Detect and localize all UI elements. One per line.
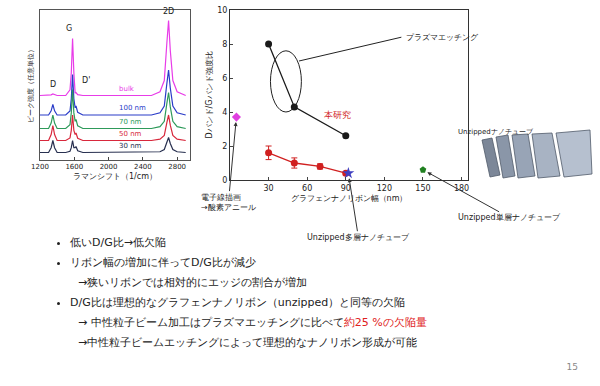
svg-text:bulk: bulk: [119, 85, 135, 93]
svg-text:30 nm: 30 nm: [119, 142, 142, 150]
svg-text:G: G: [66, 24, 72, 33]
svg-text:1600: 1600: [65, 163, 83, 171]
html-text:→ 中性粒子ビーム加工はプラズマエッチングに比べて約25 %: → 中性粒子ビーム加工はプラズマエッチングに比べて約25 %の欠陥量: [78, 316, 427, 329]
svg-text:Dバンド/Gバンド強度比: Dバンド/Gバンド強度比: [205, 51, 214, 138]
svg-text:2D: 2D: [163, 7, 174, 16]
svg-text:90: 90: [341, 184, 351, 193]
svg-text:1200: 1200: [31, 163, 49, 171]
html-text:低いD/G比→低欠陥: 低いD/G比→低欠陥: [70, 236, 166, 249]
html-text:D/G比は理想的なグラフェンナノリボン（unzipped）と: D/G比は理想的なグラフェンナノリボン（unzipped）と同等の欠陥: [70, 296, 406, 309]
html-text:→中性粒子ビームエッチングによって理想的なナノリボン形成が可: →中性粒子ビームエッチングによって理想的なナノリボン形成が可能: [78, 336, 418, 349]
svg-text:本研究: 本研究: [324, 110, 351, 120]
svg-text:グラフェンナノリボン幅（nm）: グラフェンナノリボン幅（nm）: [291, 194, 408, 203]
svg-text:10: 10: [217, 6, 227, 15]
svg-text:2: 2: [222, 142, 227, 151]
svg-text:2400: 2400: [134, 163, 152, 171]
svg-text:ピーク強度（任意単位）: ピーク強度（任意単位）: [27, 47, 35, 124]
svg-text:70 nm: 70 nm: [119, 118, 142, 126]
svg-text:50 nm: 50 nm: [119, 130, 142, 138]
svg-text:60: 60: [302, 184, 312, 193]
svg-text:100 nm: 100 nm: [119, 104, 146, 112]
svg-text:8: 8: [222, 40, 227, 49]
svg-text:0: 0: [222, 176, 227, 185]
svg-text:2000: 2000: [100, 163, 118, 171]
svg-text:30: 30: [263, 184, 273, 193]
html-text:→狭いリボンでは相対的にエッジの割合が増加: →狭いリボンでは相対的にエッジの割合が増加: [78, 276, 308, 289]
svg-text:Unzippedナノチューブ: Unzippedナノチューブ: [458, 128, 534, 136]
svg-text:2800: 2800: [168, 163, 186, 171]
svg-text:180: 180: [454, 184, 469, 193]
svg-text:4: 4: [222, 108, 227, 117]
html-text:15: 15: [566, 362, 578, 372]
svg-text:150: 150: [415, 184, 430, 193]
svg-text:Unzipped単層ナノチューブ: Unzipped単層ナノチューブ: [458, 213, 561, 222]
svg-text:プラズマエッチング: プラズマエッチング: [406, 33, 479, 42]
svg-text:D: D: [50, 80, 56, 89]
svg-text:120: 120: [377, 184, 392, 193]
html-text:リボン幅の増加に伴ってD/G比が減少: リボン幅の増加に伴ってD/G比が減少: [70, 256, 256, 269]
svg-text:電子線描画→酸素アニール: 電子線描画→酸素アニール: [201, 193, 256, 212]
svg-text:Unzipped多層ナノチューブ: Unzipped多層ナノチューブ: [307, 233, 410, 242]
svg-text:ラマンシフト（1/cm）: ラマンシフト（1/cm）: [73, 172, 157, 181]
svg-text:D': D': [82, 76, 90, 85]
svg-text:6: 6: [222, 74, 227, 83]
